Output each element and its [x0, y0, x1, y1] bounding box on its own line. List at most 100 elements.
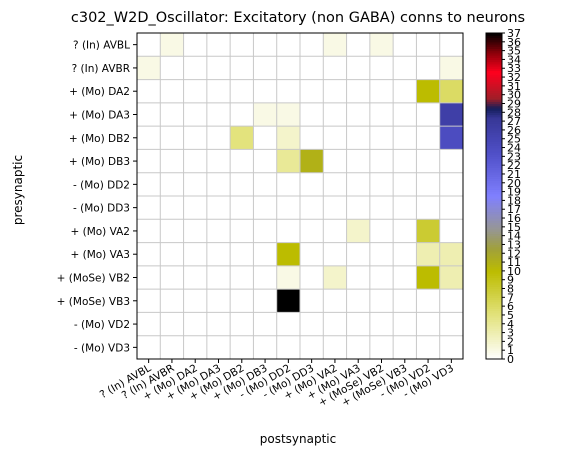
colorbar: 0123456789101112131415161718192021222324…	[485, 27, 521, 366]
colorbar-segment	[486, 33, 502, 36]
colorbar-tick-label: 7	[507, 291, 514, 304]
heatmap-cell	[393, 126, 417, 150]
colorbar-segment	[486, 231, 502, 235]
heatmap-cell	[323, 172, 347, 196]
colorbar-tick-label: 28	[507, 106, 521, 119]
heatmap-cell	[416, 265, 440, 290]
colorbar-segment	[486, 242, 502, 246]
colorbar-segment	[486, 173, 502, 177]
colorbar-segment	[486, 244, 502, 248]
colorbar-segment	[486, 165, 502, 168]
heatmap-cell	[323, 196, 347, 220]
colorbar-tick-label: 21	[507, 168, 521, 181]
heatmap-cell	[323, 149, 347, 173]
heatmap-cell	[183, 56, 207, 80]
colorbar-segment	[486, 235, 502, 239]
heatmap-cell	[369, 312, 394, 336]
heatmap-cell	[369, 126, 394, 150]
colorbar-segment	[486, 184, 502, 188]
heatmap-cell	[346, 335, 370, 359]
colorbar-segment	[486, 158, 502, 162]
colorbar-tick-label: 8	[507, 283, 514, 296]
heatmap-grid	[137, 33, 463, 359]
y-tick-label: ? (In) AVBL	[73, 40, 130, 52]
heatmap-cell	[137, 312, 161, 336]
heatmap-cell	[369, 265, 394, 290]
colorbar-tick-label: 0	[507, 353, 514, 366]
heatmap-cell	[160, 289, 184, 313]
colorbar-tick-label: 25	[507, 133, 521, 146]
heatmap-cell	[276, 172, 300, 196]
heatmap-cell	[253, 219, 277, 243]
heatmap-cell	[393, 149, 417, 173]
heatmap-cell	[416, 289, 440, 313]
colorbar-segment	[486, 50, 502, 54]
heatmap-cell	[346, 172, 370, 196]
heatmap-cell	[183, 33, 207, 57]
colorbar-tick-label: 10	[507, 265, 521, 278]
heatmap-cell	[276, 242, 300, 266]
heatmap-cell	[206, 242, 231, 266]
colorbar-segment	[486, 118, 502, 122]
colorbar-tick-label: 11	[507, 256, 521, 269]
colorbar-segment	[486, 204, 502, 208]
heatmap-cell	[183, 172, 207, 196]
heatmap-cell	[230, 219, 254, 243]
heatmap-cell	[183, 126, 207, 150]
colorbar-segment	[486, 224, 502, 228]
heatmap-cell	[183, 242, 207, 266]
heatmap-cell	[346, 56, 370, 80]
heatmap-cell	[416, 79, 440, 103]
colorbar-segment	[486, 240, 502, 243]
colorbar-tick-label: 22	[507, 159, 521, 172]
colorbar-tick-label: 24	[507, 142, 521, 155]
heatmap-cell	[439, 102, 463, 127]
colorbar-segment	[486, 198, 502, 202]
colorbar-segment	[486, 85, 502, 89]
heatmap-cell	[230, 149, 254, 173]
heatmap-cell	[206, 126, 231, 150]
heatmap-cell	[137, 289, 161, 313]
heatmap-cell	[137, 102, 161, 127]
plot-frame	[136, 32, 464, 360]
heatmap-cell	[160, 312, 184, 336]
colorbar-segment	[486, 99, 502, 102]
heatmap-cell	[137, 33, 161, 57]
heatmap-cell	[393, 312, 417, 336]
heatmap-cell	[183, 196, 207, 220]
heatmap-cell	[300, 126, 324, 150]
colorbar-segment	[486, 132, 502, 135]
colorbar-tick-label: 13	[507, 238, 521, 251]
heatmap-cell	[230, 196, 254, 220]
heatmap-cell	[346, 149, 370, 173]
colorbar-segment	[486, 88, 502, 91]
colorbar-segment	[486, 114, 502, 118]
colorbar-segment	[486, 149, 502, 153]
heatmap-cell	[230, 265, 254, 290]
heatmap-cell	[323, 335, 347, 359]
colorbar-segment	[486, 41, 502, 45]
heatmap-cell	[137, 126, 161, 150]
heatmap-cell	[253, 289, 277, 313]
heatmap-cell	[160, 335, 184, 359]
heatmap-cell	[369, 242, 394, 266]
heatmap-cell	[206, 312, 231, 336]
colorbar-segment	[486, 63, 502, 67]
colorbar-segment	[486, 127, 502, 131]
heatmap-cell	[253, 242, 277, 266]
colorbar-segment	[486, 220, 502, 224]
heatmap-cell	[230, 56, 254, 80]
colorbar-segment	[486, 325, 502, 329]
heatmap-cell	[393, 79, 417, 103]
colorbar-segment	[486, 72, 502, 76]
heatmap-cell	[276, 79, 300, 103]
heatmap-cell	[253, 56, 277, 80]
colorbar-segment	[486, 352, 502, 356]
heatmap-cell	[369, 79, 394, 103]
colorbar-segment	[486, 209, 502, 213]
heatmap-cell	[393, 172, 417, 196]
colorbar-segment	[486, 140, 502, 144]
colorbar-segment	[486, 207, 502, 210]
heatmap-cell	[369, 56, 394, 80]
colorbar-segment	[486, 145, 502, 149]
